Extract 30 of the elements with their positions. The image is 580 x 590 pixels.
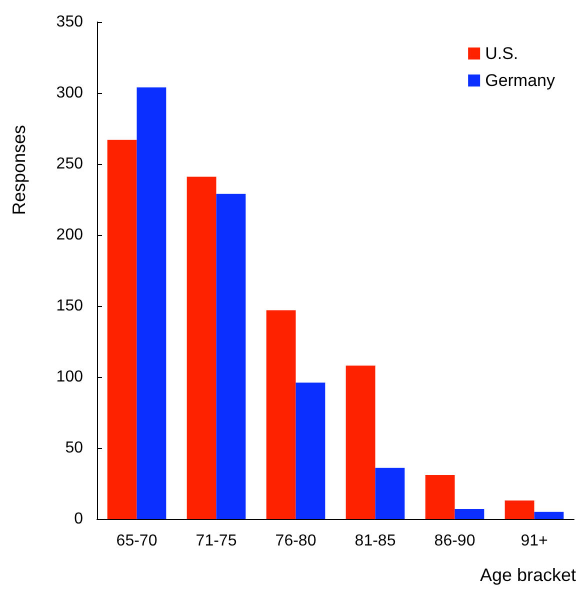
bar [425,474,455,519]
y-axis-title: Responses [9,124,29,216]
bar [136,87,166,519]
y-tick-label: 300 [56,84,84,102]
x-tick-label: 65-70 [116,532,158,550]
bar [296,382,326,519]
y-tick-label: 250 [56,156,84,172]
bar [454,509,484,519]
x-tick-label: 91+ [520,532,548,550]
y-tick-label: 150 [56,298,84,314]
y-tick-label: 350 [56,14,84,30]
x-tick-label: 71-75 [196,532,237,550]
legend-label: U.S. [485,44,518,63]
bar [504,500,534,519]
y-tick-label: 0 [74,510,84,528]
bar [346,366,376,519]
bar [375,468,405,519]
bar [216,194,246,519]
legend-label: Germany [485,71,556,90]
x-tick-label: 86-90 [434,532,476,550]
y-tick-label: 50 [65,440,84,456]
bar [266,310,296,519]
bar [534,512,564,519]
y-tick-label: 100 [56,368,84,386]
x-tick-label: 81-85 [354,532,396,550]
bar [186,176,216,519]
x-tick-label: 76-80 [275,532,316,550]
x-axis-title: Age bracket [480,565,576,585]
bar [107,140,137,519]
y-tick-label: 200 [56,226,84,244]
